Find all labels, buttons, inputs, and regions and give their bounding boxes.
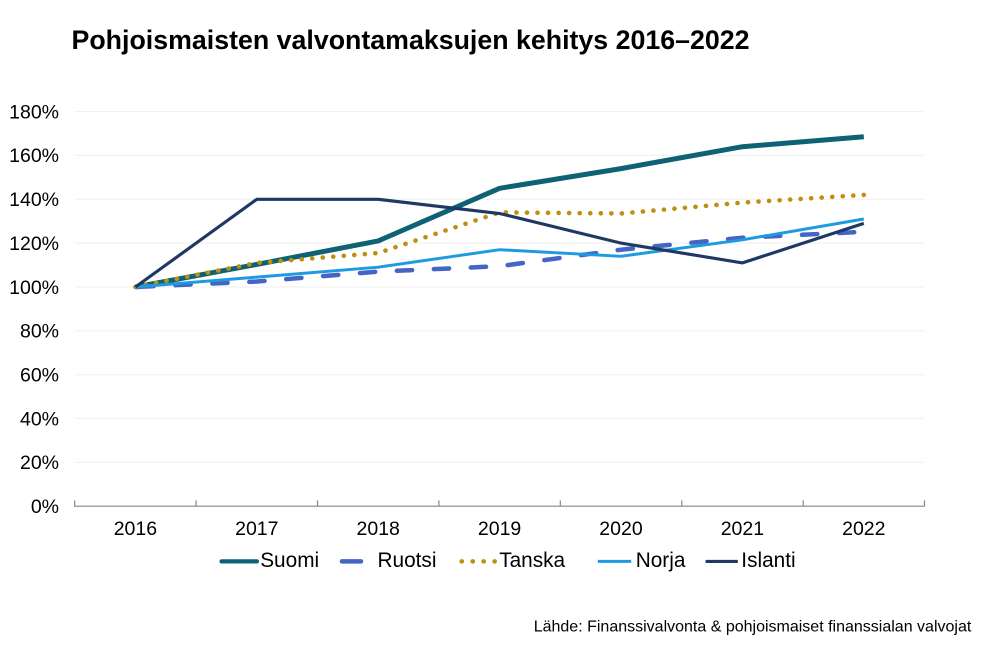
svg-text:60%: 60% (20, 365, 59, 387)
svg-text:Suomi: Suomi (260, 549, 319, 572)
svg-text:140%: 140% (9, 189, 59, 211)
svg-text:Ruotsi: Ruotsi (378, 549, 437, 572)
svg-text:Lähde: Finanssivalvonta & pohj: Lähde: Finanssivalvonta & pohjoismaiset … (534, 618, 972, 635)
svg-text:2017: 2017 (235, 518, 278, 540)
svg-text:40%: 40% (20, 408, 59, 430)
svg-text:20%: 20% (20, 452, 59, 474)
svg-text:2019: 2019 (478, 518, 521, 540)
svg-text:2022: 2022 (842, 518, 885, 540)
svg-text:0%: 0% (31, 496, 59, 518)
svg-text:Pohjoismaisten valvontamaksuje: Pohjoismaisten valvontamaksujen kehitys … (72, 25, 750, 55)
svg-text:80%: 80% (20, 321, 59, 343)
svg-text:120%: 120% (9, 233, 59, 255)
svg-text:180%: 180% (9, 101, 59, 123)
svg-text:2016: 2016 (114, 518, 157, 540)
svg-text:Islanti: Islanti (741, 549, 795, 572)
svg-text:2021: 2021 (721, 518, 764, 540)
svg-text:Norja: Norja (636, 549, 686, 572)
svg-text:Tanska: Tanska (499, 549, 565, 572)
svg-text:2018: 2018 (357, 518, 400, 540)
svg-text:100%: 100% (9, 277, 59, 299)
svg-text:160%: 160% (9, 145, 59, 167)
svg-text:2020: 2020 (599, 518, 643, 540)
